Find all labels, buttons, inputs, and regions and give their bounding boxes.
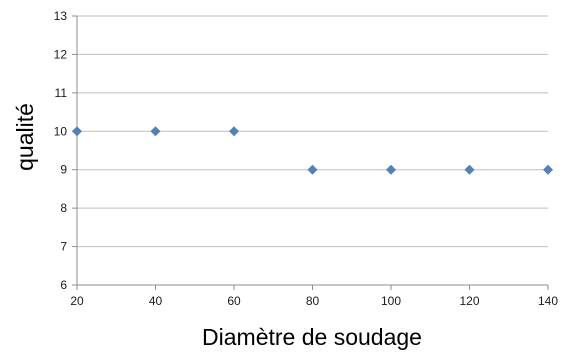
x-tick-labels: 20 40 60 80 100 120 140 xyxy=(70,294,558,308)
data-point-120 xyxy=(464,164,475,175)
data-points xyxy=(72,126,553,175)
x-tick-label-40: 40 xyxy=(149,294,163,308)
x-tick-label-140: 140 xyxy=(538,294,558,308)
y-tick-label-8: 8 xyxy=(60,201,67,215)
y-tick-labels: 6 7 8 9 10 11 12 13 xyxy=(54,9,68,292)
data-point-140 xyxy=(543,164,553,175)
data-point-80 xyxy=(307,164,318,175)
y-tick-label-10: 10 xyxy=(54,124,68,138)
y-tick-label-7: 7 xyxy=(60,240,67,254)
data-point-40 xyxy=(150,126,161,137)
y-tick-label-12: 12 xyxy=(54,47,68,61)
x-axis-title: Diamètre de soudage xyxy=(202,324,422,350)
x-tick-label-20: 20 xyxy=(70,294,84,308)
axes xyxy=(72,15,549,290)
data-point-60 xyxy=(229,126,239,137)
data-point-100 xyxy=(386,164,396,175)
y-axis-title: qualité xyxy=(12,103,38,171)
x-tick-label-80: 80 xyxy=(306,294,320,308)
y-tick-label-11: 11 xyxy=(55,86,68,100)
x-tick-label-60: 60 xyxy=(227,294,241,308)
y-tick-label-6: 6 xyxy=(60,278,67,292)
data-point-20 xyxy=(72,126,82,137)
y-tick-label-9: 9 xyxy=(60,163,67,177)
y-tick-label-13: 13 xyxy=(54,9,68,23)
x-tick-label-120: 120 xyxy=(459,294,479,308)
x-tick-label-100: 100 xyxy=(381,294,401,308)
